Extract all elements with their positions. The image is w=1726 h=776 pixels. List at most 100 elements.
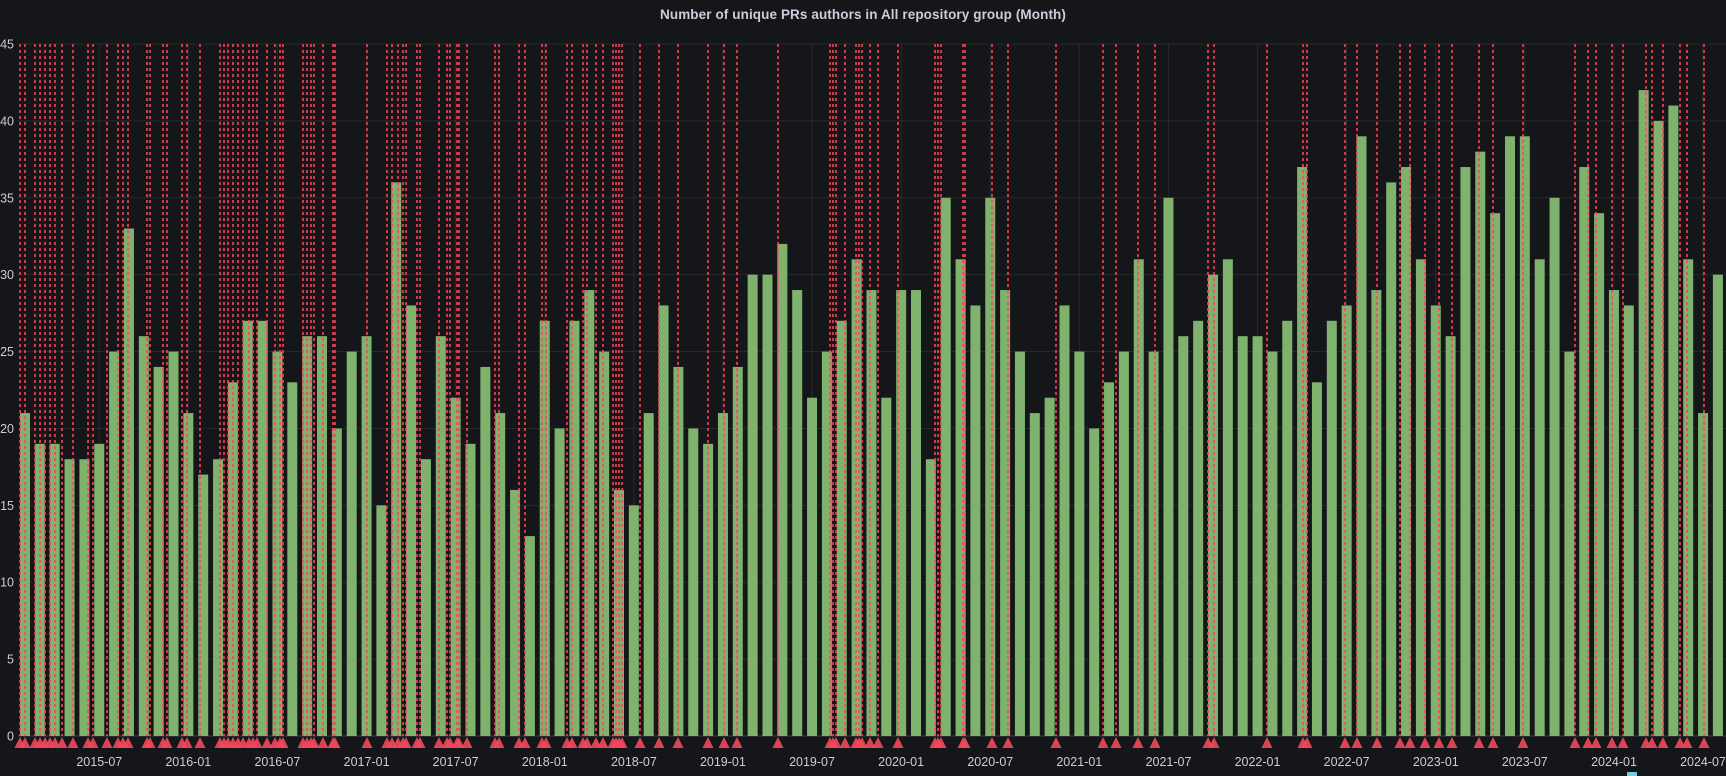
bar-2018-05[interactable] <box>599 351 610 736</box>
annotation-marker-icon[interactable] <box>830 737 842 748</box>
bar-2020-08[interactable] <box>1000 290 1011 736</box>
bar-2021-01[interactable] <box>1074 351 1085 736</box>
bar-2024-02[interactable] <box>1623 305 1634 736</box>
annotation-marker-icon[interactable] <box>1002 737 1014 748</box>
bar-2016-07[interactable] <box>272 351 283 736</box>
bar-2018-03[interactable] <box>569 320 580 736</box>
bar-2023-06[interactable] <box>1505 136 1515 736</box>
annotation-marker-icon[interactable] <box>1050 737 1062 748</box>
annotation-marker-icon[interactable] <box>56 737 68 748</box>
annotation-marker-icon[interactable] <box>540 737 552 748</box>
bar-2015-05[interactable] <box>64 459 75 736</box>
annotation-marker-icon[interactable] <box>935 737 947 748</box>
annotation-marker-icon[interactable] <box>597 737 609 748</box>
bar-2021-07[interactable] <box>1163 197 1174 736</box>
bar-2018-09[interactable] <box>658 305 669 736</box>
annotation-marker-icon[interactable] <box>251 737 263 748</box>
bar-2021-10[interactable] <box>1208 274 1218 736</box>
annotation-marker-icon[interactable] <box>616 737 628 748</box>
annotation-marker-icon[interactable] <box>856 737 868 748</box>
bar-2023-04[interactable] <box>1475 151 1486 736</box>
bar-2023-01[interactable] <box>1430 305 1441 736</box>
annotation-marker-icon[interactable] <box>864 737 876 748</box>
bar-2023-10[interactable] <box>1564 351 1575 736</box>
bar-2020-01[interactable] <box>896 290 907 736</box>
bar-2020-12[interactable] <box>1059 305 1070 736</box>
bar-2017-04[interactable] <box>406 305 417 736</box>
annotation-marker-icon[interactable] <box>1646 737 1658 748</box>
annotation-marker-icon[interactable] <box>1394 737 1406 748</box>
annotation-marker-icon[interactable] <box>1582 737 1594 748</box>
annotation-marker-icon[interactable] <box>986 737 998 748</box>
bar-2016-06[interactable] <box>257 320 268 736</box>
bar-2017-05[interactable] <box>420 459 431 736</box>
annotation-marker-icon[interactable] <box>872 737 884 748</box>
bar-2020-02[interactable] <box>911 290 921 736</box>
bar-2021-06[interactable] <box>1148 351 1159 736</box>
annotation-marker-icon[interactable] <box>1657 737 1669 748</box>
annotation-marker-icon[interactable] <box>101 737 113 748</box>
bar-2017-10[interactable] <box>495 413 506 736</box>
annotation-marker-icon[interactable] <box>1261 737 1273 748</box>
annotation-marker-icon[interactable] <box>839 737 851 748</box>
annotation-marker-icon[interactable] <box>672 737 684 748</box>
bar-2018-06[interactable] <box>614 489 624 736</box>
bar-2022-03[interactable] <box>1282 320 1293 736</box>
annotation-marker-icon[interactable] <box>453 737 465 748</box>
bar-2018-01[interactable] <box>539 320 550 736</box>
annotation-marker-icon[interactable] <box>444 737 456 748</box>
annotation-marker-icon[interactable] <box>566 737 578 748</box>
bar-2017-06[interactable] <box>435 336 446 736</box>
bar-2017-07[interactable] <box>450 397 461 736</box>
bar-2024-08[interactable] <box>1712 274 1723 736</box>
bar-2016-04[interactable] <box>227 382 238 736</box>
bar-2015-04[interactable] <box>49 443 60 736</box>
bar-2020-10[interactable] <box>1029 413 1040 736</box>
bar-2019-12[interactable] <box>881 397 892 736</box>
annotation-marker-icon[interactable] <box>308 737 320 748</box>
annotation-marker-icon[interactable] <box>1590 737 1602 748</box>
bar-2020-11[interactable] <box>1044 397 1055 736</box>
bar-2023-12[interactable] <box>1594 213 1605 736</box>
bar-2021-08[interactable] <box>1178 336 1189 736</box>
annotation-marker-icon[interactable] <box>1301 737 1313 748</box>
panel-title[interactable]: Number of unique PRs authors in All repo… <box>660 6 1066 22</box>
bar-2019-08[interactable] <box>821 351 832 736</box>
bar-2016-11[interactable] <box>331 428 342 736</box>
bar-2021-03[interactable] <box>1104 382 1115 736</box>
bar-2015-07[interactable] <box>94 443 105 736</box>
bar-2019-11[interactable] <box>866 290 877 736</box>
bar-2022-01[interactable] <box>1252 336 1263 736</box>
annotation-marker-icon[interactable] <box>731 737 743 748</box>
bar-2017-09[interactable] <box>480 366 491 736</box>
annotation-marker-icon[interactable] <box>1208 737 1220 748</box>
bar-2019-06[interactable] <box>792 290 803 736</box>
bar-2024-03[interactable] <box>1638 90 1649 736</box>
bar-2020-04[interactable] <box>940 197 951 736</box>
annotation-marker-icon[interactable] <box>1404 737 1416 748</box>
bar-2020-09[interactable] <box>1014 351 1025 736</box>
bar-2018-07[interactable] <box>628 505 639 736</box>
annotation-marker-icon[interactable] <box>361 737 373 748</box>
annotation-marker-icon[interactable] <box>1698 737 1710 748</box>
bar-2015-03[interactable] <box>34 443 45 736</box>
annotation-marker-icon[interactable] <box>1132 737 1144 748</box>
annotation-marker-icon[interactable] <box>181 737 193 748</box>
bar-2019-03[interactable] <box>747 274 758 736</box>
annotation-marker-icon[interactable] <box>1473 737 1485 748</box>
annotation-marker-icon[interactable] <box>87 737 99 748</box>
bar-2016-05[interactable] <box>242 320 253 736</box>
bar-2022-04[interactable] <box>1297 167 1308 736</box>
annotation-marker-icon[interactable] <box>19 737 31 748</box>
bar-2024-05[interactable] <box>1668 105 1679 736</box>
bar-2016-12[interactable] <box>346 351 357 736</box>
bar-2019-01[interactable] <box>717 413 728 736</box>
annotation-marker-icon[interactable] <box>400 737 412 748</box>
annotation-marker-icon[interactable] <box>1097 737 1109 748</box>
bar-2022-08[interactable] <box>1356 136 1367 736</box>
annotation-marker-icon[interactable] <box>461 737 473 748</box>
bar-2021-04[interactable] <box>1118 351 1129 736</box>
annotation-marker-icon[interactable] <box>493 737 505 748</box>
annotation-marker-icon[interactable] <box>329 737 341 748</box>
bar-2022-12[interactable] <box>1415 259 1426 736</box>
